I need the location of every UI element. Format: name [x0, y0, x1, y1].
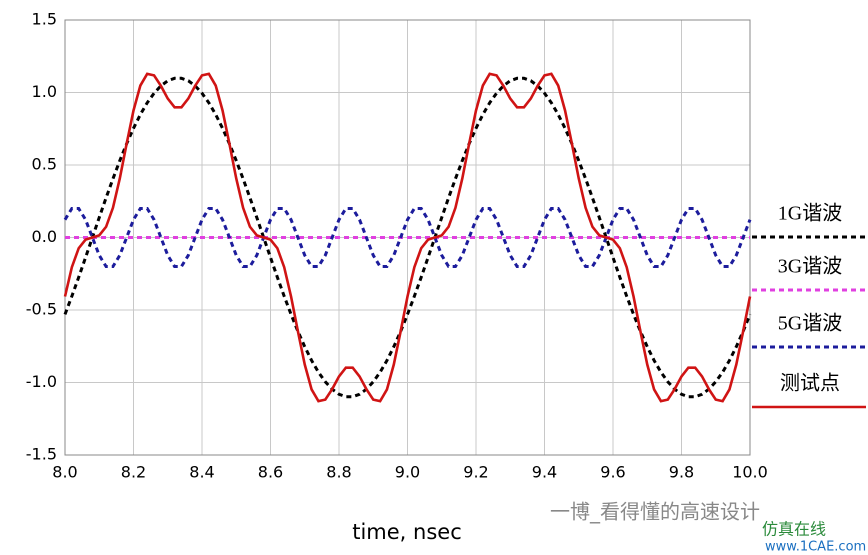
- watermark: 一博_看得懂的高速设计: [550, 500, 760, 524]
- x-tick-label: 9.2: [463, 463, 488, 482]
- y-tick-label: -1.0: [26, 372, 57, 391]
- series-line: [63, 72, 752, 403]
- legend-label: 3G谐波: [778, 255, 842, 278]
- x-tick-label: 8.4: [189, 463, 214, 482]
- x-tick-label: 9.8: [669, 463, 694, 482]
- x-axis-label: time, nsec: [352, 520, 462, 544]
- y-tick-label: 0.0: [32, 227, 57, 246]
- y-tick-label: 1.0: [32, 82, 57, 101]
- x-tick-label: 9.4: [532, 463, 557, 482]
- y-tick-label: -0.5: [26, 300, 57, 319]
- y-tick-label: 1.5: [32, 10, 57, 29]
- legend-label: 1G谐波: [778, 202, 842, 225]
- legend-label: 测试点: [780, 372, 840, 395]
- x-tick-label: 8.6: [258, 463, 283, 482]
- series-line: [63, 76, 752, 399]
- y-tick-label: -1.5: [26, 445, 57, 464]
- legend-label: 5G谐波: [778, 312, 842, 335]
- watermark: 仿真在线: [762, 520, 826, 539]
- x-tick-label: 10.0: [732, 463, 768, 482]
- x-tick-label: 9.6: [600, 463, 625, 482]
- y-tick-label: 0.5: [32, 155, 57, 174]
- x-tick-label: 9.0: [395, 463, 420, 482]
- x-tick-label: 8.0: [52, 463, 77, 482]
- watermark: www.1CAE.com: [765, 540, 866, 555]
- series-line: [63, 207, 752, 268]
- x-tick-label: 8.2: [121, 463, 146, 482]
- x-tick-label: 8.8: [326, 463, 351, 482]
